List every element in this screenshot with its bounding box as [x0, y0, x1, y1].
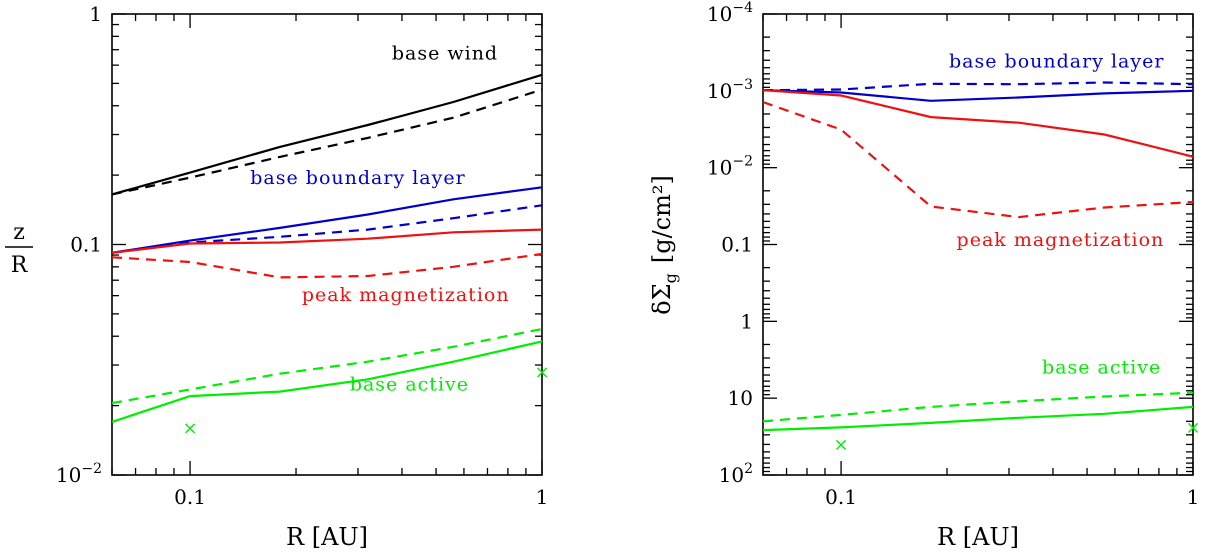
left-annotation-base-active: base active: [350, 373, 469, 395]
right-ticks: [762, 13, 1194, 476]
right-y-label-subscript: g: [661, 273, 680, 283]
right-y-axis-label: δΣg [g/cm²]: [648, 175, 680, 315]
right-y-label-symbol: δΣ: [648, 283, 676, 314]
left-x-tick-label: 1: [536, 485, 549, 509]
left-y-tick-label: 0.1: [70, 233, 102, 257]
right-x-tick-label: 0.1: [825, 485, 857, 509]
right-y-tick-label: 1: [740, 309, 753, 333]
left-series-red-solid: [111, 228, 543, 254]
left-annotation-base-wind: base wind: [392, 43, 498, 65]
left-cross-marker: ×: [183, 418, 198, 439]
right-y-tick-label: 10−2: [707, 154, 753, 180]
right-x-tick-label: 1: [1187, 485, 1200, 509]
right-series-blue-solid: [762, 89, 1194, 102]
left-series-blue-dashed: [111, 204, 543, 254]
right-series: [762, 81, 1194, 432]
left-annotations: base wind base boundary layer peak magneti…: [250, 43, 510, 396]
right-y-label-unit: [g/cm²]: [648, 175, 676, 263]
left-tick-labels: 0.1 1 1 0.1 10−2: [56, 2, 548, 509]
left-annotation-peak-magnetization: peak magnetization: [302, 284, 510, 306]
left-series-black-solid: [111, 73, 543, 196]
right-series-blue-dashed: [762, 81, 1194, 92]
left-series-red-dashed: [111, 252, 543, 279]
left-annotation-base-boundary-layer: base boundary layer: [250, 167, 465, 189]
left-y-tick-label: 1: [89, 2, 102, 26]
left-x-tick-label: 0.1: [174, 485, 206, 509]
right-y-tick-label: 10−4: [707, 0, 753, 26]
right-series-red-dashed: [762, 101, 1194, 219]
left-y-label-numerator: z: [13, 220, 25, 245]
right-series-green-solid: [762, 405, 1194, 432]
right-series-red-solid: [762, 89, 1194, 158]
right-y-tick-label: 10: [728, 386, 753, 410]
right-annotation-base-boundary-layer: base boundary layer: [949, 50, 1164, 72]
left-x-axis-label: R [AU]: [286, 523, 368, 551]
left-cross-marker: ×: [534, 362, 549, 383]
right-series-green-dashed: [762, 391, 1194, 423]
right-annotation-peak-magnetization: peak magnetization: [957, 229, 1165, 251]
right-cross-marker: ×: [834, 434, 849, 455]
right-y-tick-label: 0.1: [721, 233, 753, 257]
right-x-axis-label: R [AU]: [937, 523, 1019, 551]
right-y-tick-label: 10−3: [707, 77, 753, 103]
right-annotation-base-active: base active: [1042, 357, 1161, 379]
left-y-axis-label: z R: [5, 220, 33, 278]
left-series: [111, 73, 543, 423]
left-y-tick-label: 10−2: [56, 461, 102, 487]
left-series-green-dashed: [111, 327, 543, 405]
left-series-blue-solid: [111, 186, 543, 254]
right-tick-labels: 0.1 1 10−4 10−3 10−2 0.1 1 10 102: [707, 0, 1199, 509]
left-y-label-denominator: R: [11, 253, 29, 278]
right-markers: ××: [834, 417, 1201, 455]
left-series-black-dashed: [111, 88, 543, 196]
right-annotations: base boundary layer peak magnetization bas…: [949, 50, 1165, 379]
left-ticks: [111, 13, 543, 476]
right-y-tick-label: 102: [719, 461, 753, 487]
right-cross-marker: ×: [1185, 417, 1200, 438]
left-markers: ××: [183, 362, 550, 439]
left-series-green-solid: [111, 340, 543, 423]
